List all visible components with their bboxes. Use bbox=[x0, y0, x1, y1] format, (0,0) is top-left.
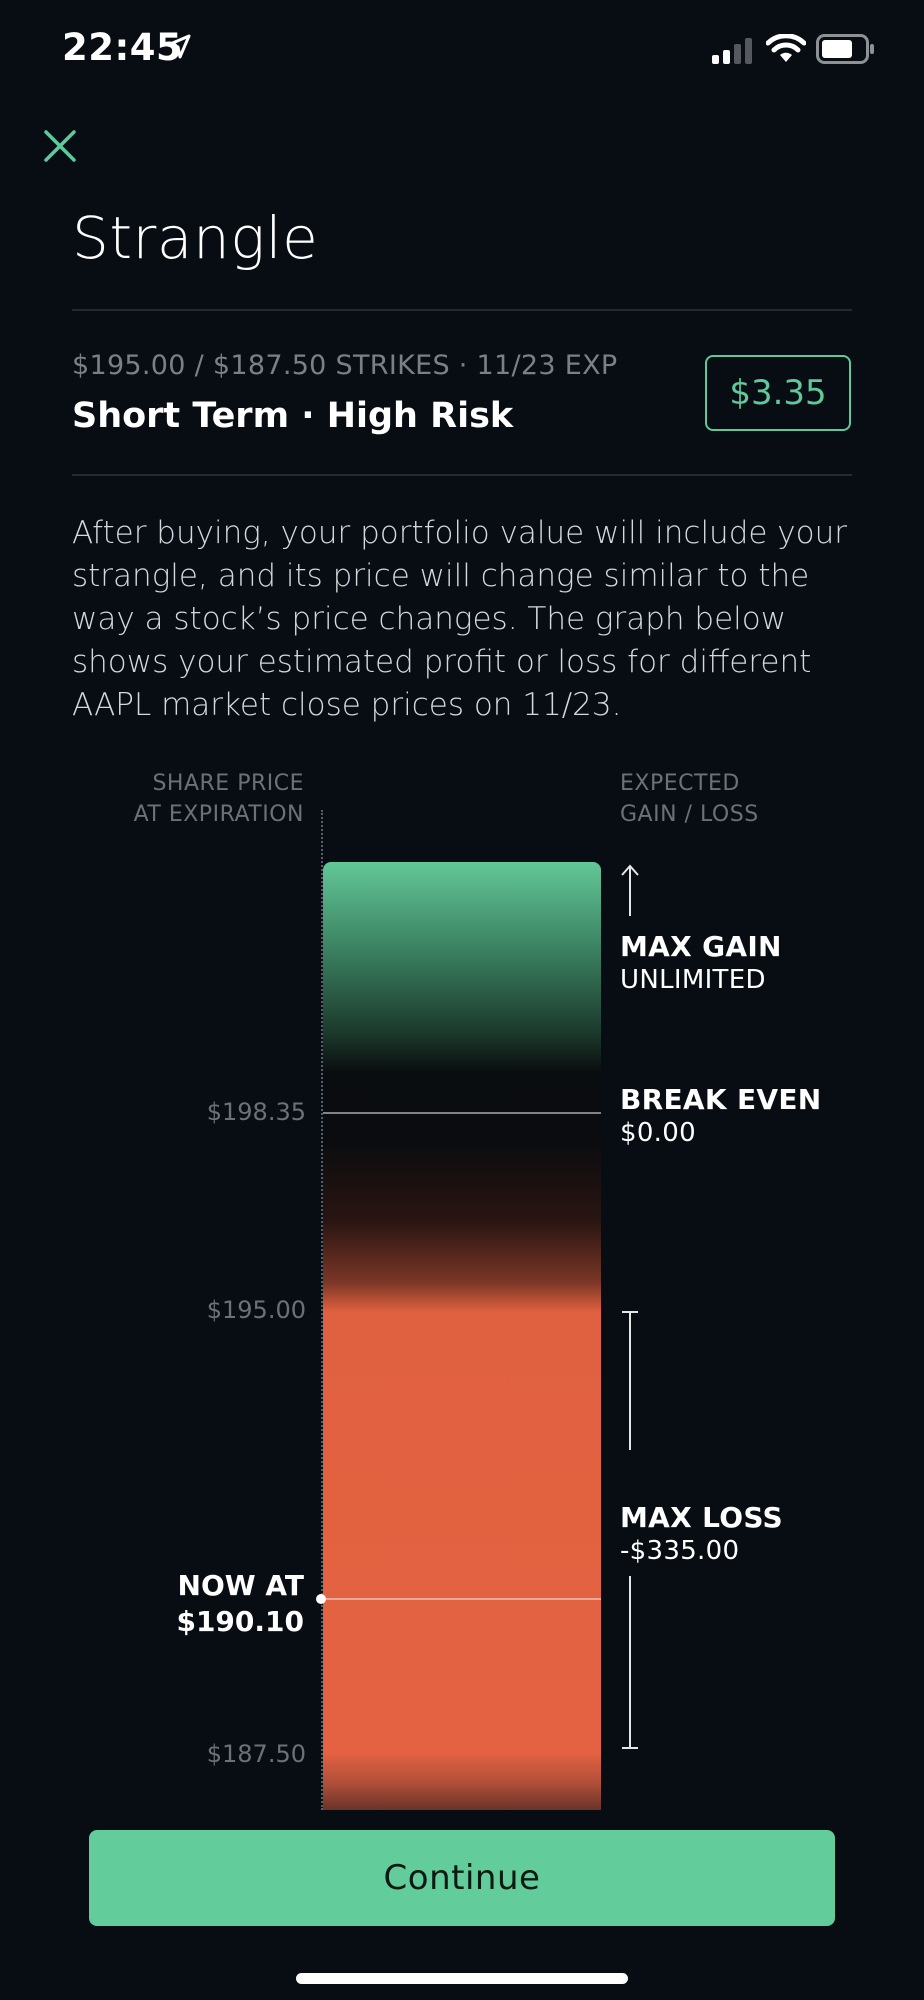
close-icon[interactable] bbox=[40, 126, 80, 166]
strikes-expiration-text: $195.00 / $187.50 STRIKES · 11/23 EXP bbox=[72, 350, 618, 381]
lower-strike-price-tick: $187.50 bbox=[206, 1740, 306, 1768]
cellular-signal-icon bbox=[712, 38, 752, 64]
page-title: Strangle bbox=[72, 204, 319, 272]
status-time: 22:45 bbox=[62, 26, 183, 69]
max-loss-value: -$335.00 bbox=[620, 1536, 740, 1566]
break-even-price-tick: $198.35 bbox=[206, 1098, 306, 1126]
price-badge[interactable]: $3.35 bbox=[705, 355, 851, 431]
current-price-marker bbox=[316, 1594, 326, 1604]
axis-header-line: GAIN / LOSS bbox=[620, 802, 759, 827]
max-loss-range-bracket bbox=[622, 1311, 638, 1749]
current-price-label: NOW AT $190.10 bbox=[176, 1568, 304, 1640]
description-text: After buying, your portfolio value will … bbox=[72, 515, 848, 723]
battery-icon bbox=[816, 34, 874, 64]
term-risk-headline: Short Term · High Risk bbox=[72, 396, 514, 436]
arrow-up-icon bbox=[621, 864, 639, 916]
location-arrow-icon bbox=[166, 34, 191, 59]
max-gain-label: MAX GAIN bbox=[620, 930, 782, 963]
upper-strike-price-tick: $195.00 bbox=[206, 1296, 306, 1324]
axis-header-line: EXPECTED bbox=[620, 771, 740, 796]
break-even-line bbox=[323, 1112, 601, 1114]
current-price-line bbox=[323, 1598, 601, 1600]
divider bbox=[72, 474, 852, 476]
max-loss-label: MAX LOSS bbox=[620, 1501, 783, 1534]
divider bbox=[72, 309, 852, 311]
home-indicator[interactable] bbox=[296, 1973, 628, 1984]
gain-loss-axis-header: EXPECTED GAIN / LOSS bbox=[620, 768, 759, 830]
price-axis-line bbox=[321, 810, 323, 1810]
current-price-value: $190.10 bbox=[176, 1605, 304, 1638]
continue-button[interactable]: Continue bbox=[89, 1830, 835, 1926]
axis-header-line: AT EXPIRATION bbox=[133, 802, 304, 827]
current-price-caption: NOW AT bbox=[177, 1569, 304, 1602]
share-price-axis-header: SHARE PRICE AT EXPIRATION bbox=[134, 768, 304, 830]
max-gain-value: UNLIMITED bbox=[620, 965, 766, 995]
break-even-label: BREAK EVEN bbox=[620, 1083, 822, 1116]
axis-header-line: SHARE PRICE bbox=[152, 771, 304, 796]
break-even-value: $0.00 bbox=[620, 1118, 696, 1148]
wifi-icon bbox=[766, 34, 806, 62]
payoff-gradient-bar bbox=[323, 862, 601, 1810]
